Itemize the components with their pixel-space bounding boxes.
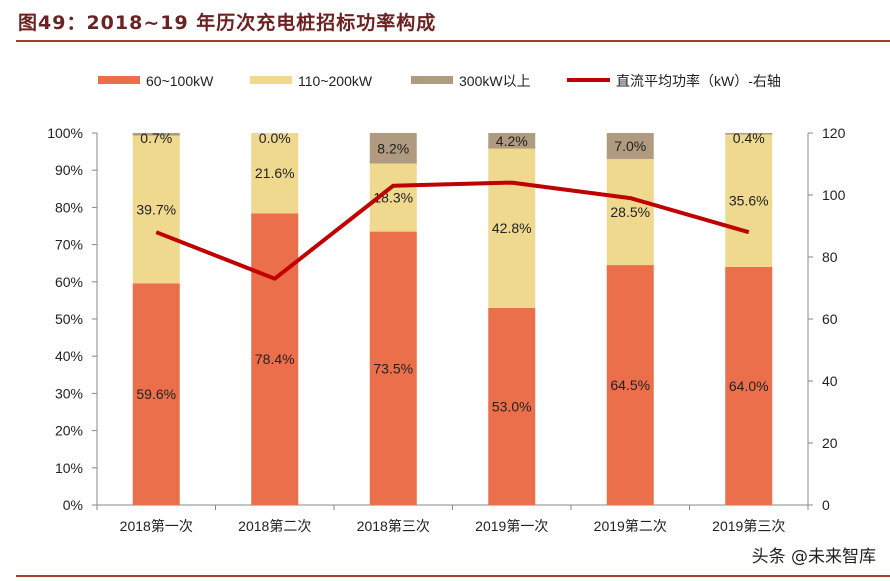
bar-3 (606, 133, 654, 160)
data-label: 78.4% (255, 351, 295, 367)
data-label: 53.0% (492, 398, 532, 414)
legend-swatch (250, 76, 292, 84)
data-label: 59.6% (136, 386, 176, 402)
data-label: 7.0% (614, 138, 646, 154)
data-label: 8.2% (377, 140, 409, 156)
bar-3 (488, 133, 536, 149)
data-label: 42.8% (492, 220, 532, 236)
bar-1 (725, 266, 773, 505)
bar-2 (606, 159, 654, 266)
right-tick-label: 100 (822, 187, 846, 203)
bar-1 (369, 231, 417, 505)
bar-3 (132, 133, 180, 136)
right-tick-label: 0 (822, 497, 830, 513)
legend-label: 300kW以上 (459, 73, 531, 89)
data-label: 0.4% (733, 130, 765, 146)
left-tick-label: 80% (55, 199, 83, 215)
data-label: 0.7% (140, 130, 172, 146)
left-tick-label: 70% (55, 237, 83, 253)
data-label: 64.0% (729, 378, 769, 394)
bar-3 (725, 133, 773, 135)
bottom-rule (16, 575, 890, 577)
right-tick-label: 120 (822, 125, 846, 141)
right-tick-label: 60 (822, 311, 838, 327)
data-label: 35.6% (729, 193, 769, 209)
bar-2 (725, 134, 773, 267)
line-series (155, 180, 750, 281)
watermark: 头条 @未来智库 (751, 547, 876, 567)
x-tick-label: 2018第二次 (238, 518, 311, 534)
left-tick-label: 50% (55, 311, 83, 327)
data-label: 28.5% (610, 204, 650, 220)
bar-2 (251, 133, 299, 214)
bar-1 (132, 283, 180, 505)
x-tick-label: 2019第三次 (712, 518, 785, 534)
legend-swatch (98, 76, 140, 84)
left-tick-label: 60% (55, 274, 83, 290)
legend-swatch (411, 76, 453, 84)
left-tick-label: 0% (63, 497, 83, 513)
x-tick-label: 2019第一次 (475, 518, 548, 534)
legend-label: 直流平均功率（kW）-右轴 (616, 73, 781, 89)
right-tick-label: 20 (822, 435, 838, 451)
left-tick-label: 20% (55, 423, 83, 439)
data-label: 39.7% (136, 201, 176, 217)
chart-title: 图49：2018~19 年历次充电桩招标功率构成 (18, 12, 437, 34)
x-tick-label: 2018第一次 (120, 518, 193, 534)
legend-label: 110~200kW (298, 73, 373, 89)
title-rule (16, 40, 890, 42)
left-tick-label: 90% (55, 162, 83, 178)
left-tick-label: 40% (55, 348, 83, 364)
bar-2 (488, 148, 536, 308)
data-label: 73.5% (373, 360, 413, 376)
data-label: 4.2% (496, 133, 528, 149)
bar-1 (251, 213, 299, 506)
bar-1 (606, 265, 654, 505)
right-tick-label: 40 (822, 373, 838, 389)
x-tick-label: 2019第二次 (594, 518, 667, 534)
legend-label: 60~100kW (146, 73, 214, 89)
x-tick-label: 2018第三次 (357, 518, 430, 534)
left-tick-label: 10% (55, 460, 83, 476)
left-tick-label: 30% (55, 385, 83, 401)
right-tick-label: 80 (822, 249, 838, 265)
bar-1 (488, 307, 536, 505)
data-label: 64.5% (610, 377, 650, 393)
data-label: 21.6% (255, 165, 295, 181)
bar-3 (369, 133, 417, 164)
left-tick-label: 100% (47, 125, 83, 141)
bar-2 (132, 135, 180, 284)
data-label: 0.0% (259, 130, 291, 146)
